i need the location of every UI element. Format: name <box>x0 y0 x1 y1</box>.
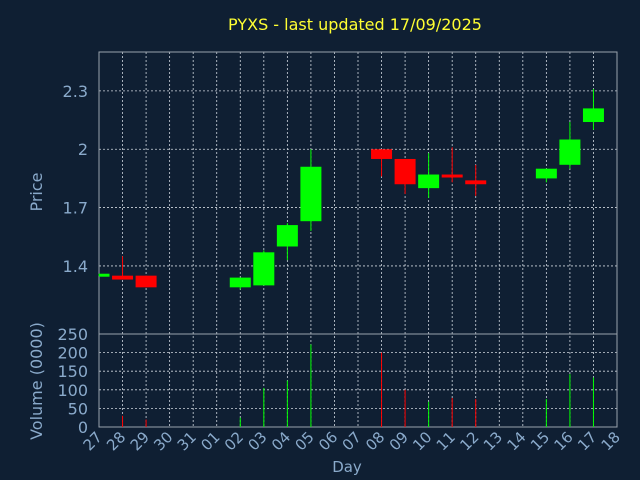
price-candles <box>98 88 604 290</box>
x-tick-label: 09 <box>386 428 412 454</box>
x-tick-label: 07 <box>339 428 365 454</box>
volume-tick-label: 150 <box>57 362 88 381</box>
panel-borders <box>98 51 618 428</box>
x-axis-label: Day <box>332 458 362 476</box>
price-tick-label: 2 <box>78 140 88 159</box>
volume-tick-label: 0 <box>78 418 88 437</box>
x-tick-label: 12 <box>456 428 482 454</box>
price-tick-label: 1.7 <box>63 199 88 218</box>
candle <box>418 153 440 198</box>
x-tick-label: 03 <box>244 428 270 454</box>
volume-tick-label: 250 <box>57 325 88 344</box>
candle <box>465 164 487 196</box>
candle-body <box>394 158 416 185</box>
price-tick-label: 1.4 <box>63 257 88 276</box>
x-tick-label: 18 <box>598 428 624 454</box>
candle-body <box>441 174 463 178</box>
x-tick-label: 16 <box>551 428 577 454</box>
x-tick-label: 30 <box>150 428 176 454</box>
volume-tick-label: 50 <box>68 399 88 418</box>
candle <box>371 149 393 177</box>
x-tick-label: 02 <box>221 428 247 454</box>
candle-body <box>135 275 157 288</box>
volume-axis-label: Volume (0000) <box>27 322 46 440</box>
x-tick-label: 28 <box>103 428 129 454</box>
candle-body <box>535 168 557 179</box>
candle <box>112 256 134 280</box>
x-tick-label: 13 <box>480 428 506 454</box>
grid-layer <box>99 52 617 427</box>
candle <box>276 223 298 261</box>
volume-tick-label: 100 <box>57 381 88 400</box>
price-axis-label: Price <box>27 172 46 211</box>
candle-body <box>276 225 298 247</box>
volume-panel-border <box>98 333 618 428</box>
candle <box>535 168 557 183</box>
x-tick-label: 15 <box>527 428 553 454</box>
candle-body <box>300 166 322 222</box>
candle-body <box>465 180 487 185</box>
x-tick-label: 04 <box>268 428 294 454</box>
x-tick-label: 14 <box>503 428 529 454</box>
candle-body <box>559 139 581 165</box>
candle <box>582 88 604 130</box>
x-tick-label: 06 <box>315 428 341 454</box>
x-tick-label: 31 <box>174 428 200 454</box>
candle <box>98 273 110 277</box>
candle <box>300 149 322 231</box>
x-tick-label: 10 <box>409 428 435 454</box>
x-tick-label: 08 <box>362 428 388 454</box>
axis-labels: 2728293031010203040506070809101112131415… <box>57 82 623 454</box>
candle-body <box>253 252 275 286</box>
x-tick-label: 05 <box>292 428 318 454</box>
candle-body <box>371 149 393 159</box>
candle <box>135 275 157 288</box>
candle <box>441 147 463 183</box>
candle <box>253 250 275 286</box>
candle <box>394 158 416 194</box>
candle-body <box>582 108 604 123</box>
candle <box>229 277 251 290</box>
volume-tick-label: 200 <box>57 344 88 363</box>
candle-body <box>112 275 134 280</box>
x-tick-label: 01 <box>197 428 223 454</box>
volume-bars <box>122 344 594 427</box>
x-tick-label: 17 <box>574 428 600 454</box>
candle-body <box>99 273 110 277</box>
candle <box>559 122 581 169</box>
x-tick-label: 29 <box>127 428 153 454</box>
candle-body <box>418 174 440 189</box>
candle-body <box>229 277 251 288</box>
price-tick-label: 2.3 <box>63 82 88 101</box>
chart-title: PYXS - last updated 17/09/2025 <box>228 15 482 34</box>
x-tick-label: 11 <box>433 428 459 454</box>
